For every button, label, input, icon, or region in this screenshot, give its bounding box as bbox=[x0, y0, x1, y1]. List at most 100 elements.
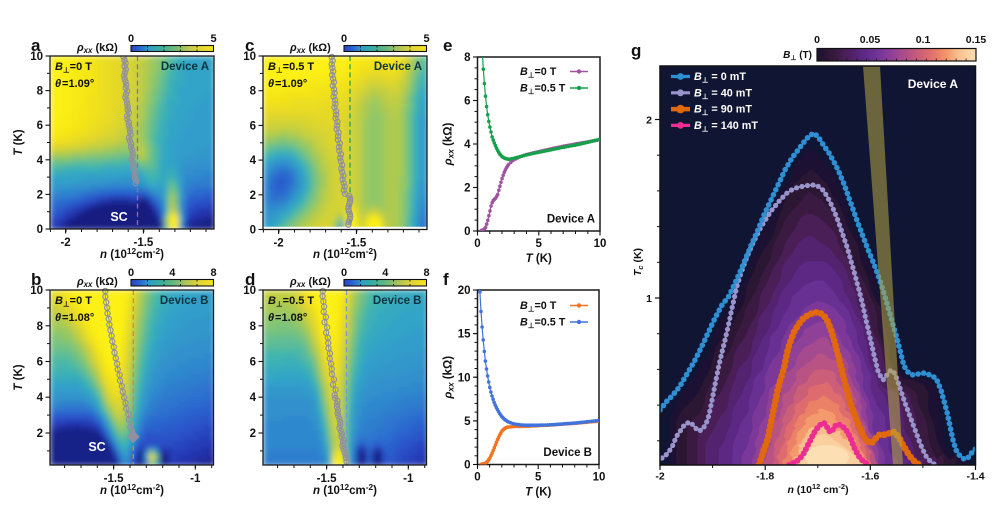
svg-text:10: 10 bbox=[30, 51, 43, 63]
svg-text:6: 6 bbox=[464, 96, 470, 108]
svg-text:2: 2 bbox=[37, 189, 43, 201]
svg-text:B⊥=0.5 T: B⊥=0.5 T bbox=[520, 317, 566, 331]
svg-text:ρxx (kΩ): ρxx (kΩ) bbox=[289, 42, 331, 55]
svg-text:10: 10 bbox=[594, 238, 607, 250]
svg-text:20: 20 bbox=[458, 285, 471, 297]
svg-text:2: 2 bbox=[250, 190, 256, 202]
svg-text:8: 8 bbox=[464, 52, 471, 64]
svg-text:B⊥=0.5 T: B⊥=0.5 T bbox=[268, 61, 314, 75]
svg-text:0: 0 bbox=[37, 224, 43, 236]
svg-text:-1.6: -1.6 bbox=[861, 471, 879, 483]
svg-text:0.1: 0.1 bbox=[916, 34, 931, 46]
svg-text:6: 6 bbox=[37, 357, 43, 369]
svg-text:θ =1.08°: θ =1.08° bbox=[55, 312, 94, 324]
svg-text:4: 4 bbox=[37, 155, 44, 167]
svg-text:θ =1.09°: θ =1.09° bbox=[55, 78, 94, 90]
svg-text:Device B: Device B bbox=[543, 447, 592, 459]
svg-text:5: 5 bbox=[464, 416, 471, 428]
svg-text:2: 2 bbox=[250, 428, 256, 440]
svg-text:8: 8 bbox=[250, 321, 257, 333]
svg-text:10: 10 bbox=[243, 51, 256, 63]
svg-text:T (K): T (K) bbox=[525, 487, 551, 499]
svg-text:Device A: Device A bbox=[908, 77, 959, 91]
svg-text:ρxx (kΩ): ρxx (kΩ) bbox=[76, 42, 118, 55]
svg-text:SC: SC bbox=[110, 210, 127, 224]
svg-text:-1.5: -1.5 bbox=[104, 473, 124, 485]
svg-text:e: e bbox=[443, 36, 452, 55]
svg-text:g: g bbox=[631, 41, 641, 60]
svg-text:5: 5 bbox=[536, 238, 543, 250]
svg-text:6: 6 bbox=[250, 357, 256, 369]
svg-text:2: 2 bbox=[646, 114, 652, 126]
svg-text:8: 8 bbox=[210, 267, 216, 279]
svg-text:SC: SC bbox=[88, 440, 105, 454]
svg-text:5: 5 bbox=[210, 33, 216, 45]
svg-text:1: 1 bbox=[646, 293, 652, 305]
svg-text:0: 0 bbox=[128, 33, 134, 45]
svg-text:Device A: Device A bbox=[547, 214, 595, 226]
svg-text:a: a bbox=[31, 36, 41, 55]
svg-text:ρxx (kΩ): ρxx (kΩ) bbox=[76, 276, 118, 289]
svg-text:d: d bbox=[245, 270, 255, 289]
svg-text:B⊥ = 40 mT: B⊥ = 40 mT bbox=[694, 87, 752, 101]
svg-text:B⊥=0 T: B⊥=0 T bbox=[55, 295, 92, 309]
svg-text:Tc (K): Tc (K) bbox=[632, 248, 645, 276]
svg-text:-2: -2 bbox=[60, 237, 70, 249]
svg-text:B⊥=0.5 T: B⊥=0.5 T bbox=[268, 295, 314, 309]
svg-text:10: 10 bbox=[458, 372, 471, 384]
svg-text:-1.8: -1.8 bbox=[756, 471, 774, 483]
svg-text:B⊥=0 T: B⊥=0 T bbox=[520, 66, 557, 80]
svg-text:n (1012cm-2): n (1012cm-2) bbox=[313, 246, 377, 261]
svg-text:B⊥ (T): B⊥ (T) bbox=[783, 50, 812, 62]
svg-text:6: 6 bbox=[37, 120, 43, 132]
svg-text:f: f bbox=[443, 270, 449, 289]
svg-text:0: 0 bbox=[464, 460, 470, 472]
svg-text:Device B: Device B bbox=[160, 295, 209, 307]
svg-text:0: 0 bbox=[814, 34, 820, 46]
svg-text:2: 2 bbox=[464, 183, 470, 195]
svg-text:10: 10 bbox=[30, 285, 43, 297]
svg-text:8: 8 bbox=[423, 267, 429, 279]
svg-text:-1.5: -1.5 bbox=[317, 473, 337, 485]
svg-text:θ =1.08°: θ =1.08° bbox=[268, 312, 307, 324]
svg-text:4: 4 bbox=[464, 139, 471, 151]
svg-text:T (K): T (K) bbox=[13, 364, 25, 390]
svg-text:θ =1.09°: θ =1.09° bbox=[268, 78, 307, 90]
svg-text:-2: -2 bbox=[273, 238, 283, 250]
svg-text:10: 10 bbox=[243, 285, 256, 297]
svg-text:-1.5: -1.5 bbox=[346, 238, 366, 250]
svg-text:ρxx (kΩ): ρxx (kΩ) bbox=[289, 276, 331, 289]
svg-text:ρxx (kΩ): ρxx (kΩ) bbox=[443, 123, 456, 167]
svg-text:B⊥ = 0 mT: B⊥ = 0 mT bbox=[694, 71, 746, 85]
svg-text:0: 0 bbox=[341, 33, 347, 45]
svg-text:5: 5 bbox=[535, 472, 542, 484]
svg-text:0: 0 bbox=[474, 238, 480, 250]
svg-text:4: 4 bbox=[37, 392, 44, 404]
svg-text:n (1012cm-2): n (1012cm-2) bbox=[313, 482, 377, 497]
svg-text:n (1012cm-2): n (1012cm-2) bbox=[100, 246, 164, 261]
svg-text:0: 0 bbox=[474, 472, 480, 484]
svg-text:10: 10 bbox=[593, 472, 606, 484]
svg-text:-1.5: -1.5 bbox=[133, 237, 153, 249]
svg-text:T (K): T (K) bbox=[13, 129, 25, 155]
svg-text:0: 0 bbox=[250, 225, 256, 237]
svg-text:Device B: Device B bbox=[373, 295, 422, 307]
svg-text:-1: -1 bbox=[403, 473, 414, 485]
svg-text:15: 15 bbox=[458, 329, 471, 341]
svg-text:-1.4: -1.4 bbox=[966, 471, 984, 483]
svg-text:0.05: 0.05 bbox=[860, 34, 881, 46]
svg-text:ρxx (kΩ): ρxx (kΩ) bbox=[443, 356, 456, 400]
svg-text:8: 8 bbox=[250, 86, 257, 98]
svg-text:8: 8 bbox=[37, 321, 44, 333]
svg-text:4: 4 bbox=[382, 267, 389, 279]
svg-text:6: 6 bbox=[250, 120, 256, 132]
svg-text:B⊥ = 140 mT: B⊥ = 140 mT bbox=[694, 120, 758, 134]
svg-text:-2: -2 bbox=[655, 471, 664, 483]
svg-text:n (1012cm-2): n (1012cm-2) bbox=[100, 482, 164, 497]
svg-text:n (1012 cm-2): n (1012 cm-2) bbox=[787, 482, 848, 496]
svg-text:4: 4 bbox=[250, 155, 257, 167]
svg-text:Device A: Device A bbox=[161, 61, 209, 73]
svg-text:B⊥=0 T: B⊥=0 T bbox=[55, 61, 92, 75]
svg-text:B⊥ = 90 mT: B⊥ = 90 mT bbox=[694, 104, 752, 118]
svg-text:0: 0 bbox=[341, 267, 347, 279]
